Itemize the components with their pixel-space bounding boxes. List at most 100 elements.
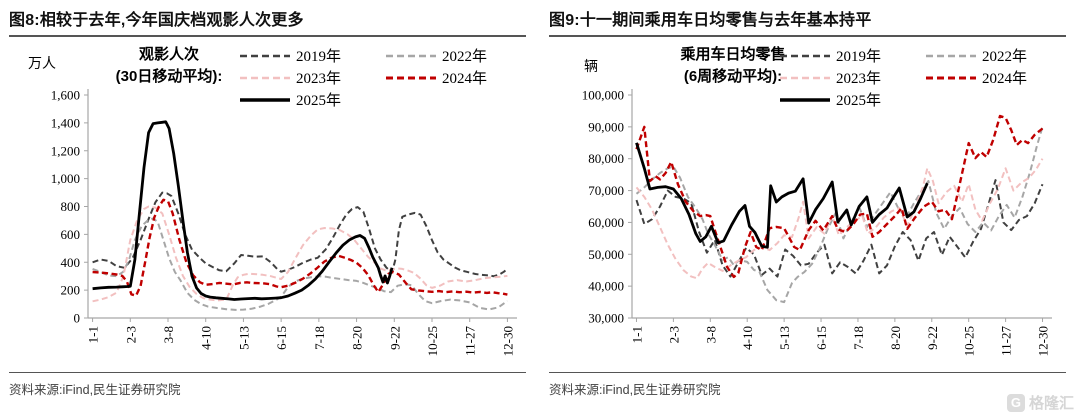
legend-item-2024年: 2024年 [926, 67, 1027, 88]
legend-line-sample [240, 97, 290, 102]
x-tick-label: 7-18 [851, 326, 866, 350]
legend-line-sample [926, 76, 976, 79]
chart-inner-title: 乘用车日均零售 (6周移动平均): [626, 44, 840, 88]
x-tick-label: 9-22 [387, 326, 402, 350]
x-tick-label: 1-1 [86, 326, 101, 343]
legend-item-2024年: 2024年 [386, 67, 487, 88]
chart-inner-title-line2: (30日移动平均): [115, 68, 223, 85]
series-line-2025年 [635, 142, 929, 249]
legend-label: 2025年 [836, 93, 882, 109]
x-tick-label: 10-25 [425, 326, 440, 356]
legend-label: 2022年 [442, 49, 488, 65]
x-tick-label: 3-8 [161, 326, 176, 343]
x-tick-label: 7-18 [312, 326, 327, 350]
gelonghui-logo-icon: G [1006, 393, 1025, 412]
x-tick-label: 8-20 [350, 326, 365, 350]
legend-line-sample [780, 97, 830, 102]
y-tick-label: 0 [74, 311, 81, 326]
x-tick-label: 2-3 [666, 326, 681, 343]
x-tick-label: 2-3 [123, 326, 138, 343]
legend-line-sample [386, 76, 436, 79]
series-line-2019年 [635, 179, 1044, 278]
y-tick-label: 90,000 [588, 119, 624, 134]
x-tick-label: 12-30 [500, 326, 515, 356]
chart-inner-title-line1: 乘用车日均零售 [680, 46, 786, 63]
x-tick-label: 1-1 [629, 326, 644, 343]
gelonghui-logo-text: 格隆汇 [1028, 395, 1074, 412]
x-tick-label: 5-13 [777, 326, 792, 350]
source-note: 资料来源:iFind,民生证券研究院 [9, 372, 526, 398]
series-line-2022年 [635, 126, 1044, 304]
figure-9-title: 图9:十一期间乘用车日均零售与去年基本持平 [549, 6, 1066, 37]
legend-label: 2024年 [442, 71, 488, 87]
y-tick-label: 1,200 [51, 143, 80, 158]
y-tick-label: 1,400 [51, 115, 80, 130]
y-axis-unit: 辆 [584, 58, 598, 74]
legend-line-sample [240, 76, 290, 79]
legend-label: 2025年 [296, 93, 342, 109]
y-tick-label: 80,000 [588, 151, 624, 166]
x-tick-label: 6-15 [814, 326, 829, 350]
movie-admissions-chart: 0 200 400 600 800 1,000 1,200 1,400 1,600 1-1 2-3 3… [51, 88, 517, 356]
y-tick-label: 50,000 [588, 247, 624, 262]
x-tick-label: 4-10 [740, 326, 755, 350]
legend: 2019年 2022年 2023年 2024年 2025年 [240, 45, 487, 110]
legend-label: 2019年 [836, 49, 882, 65]
y-tick-label: 40,000 [588, 279, 624, 294]
chart-inner-title-line2: (6周移动平均): [683, 68, 783, 85]
legend-line-sample [780, 54, 830, 57]
x-tick-label: 10-25 [962, 326, 977, 356]
legend-item-2019年: 2019年 [240, 45, 386, 66]
y-tick-label: 30,000 [588, 311, 624, 326]
y-tick-label: 70,000 [588, 183, 624, 198]
legend: 2019年 2022年 2023年 2024年 2025年 [780, 45, 1027, 110]
chart-inner-title: 观影人次 (30日移动平均): [80, 44, 258, 88]
y-tick-label: 100,000 [582, 88, 624, 103]
legend-item-2019年: 2019年 [780, 45, 926, 66]
x-tick-label: 9-22 [925, 326, 940, 350]
series-line-2024年 [92, 198, 508, 297]
x-tick-label: 12-30 [1036, 326, 1051, 356]
series-line-2019年 [92, 191, 509, 278]
legend-label: 2022年 [982, 49, 1028, 65]
legend-item-2025年: 2025年 [240, 89, 386, 110]
legend-item-2023年: 2023年 [240, 67, 386, 88]
y-tick-label: 400 [61, 255, 81, 270]
x-tick-label: 3-8 [703, 326, 718, 343]
figure-8-panel: 图8:相较于去年,今年国庆档观影人次更多 0 200 400 600 800 1,000 1… [9, 6, 526, 398]
y-tick-label: 60,000 [588, 215, 624, 230]
legend-item-2025年: 2025年 [780, 89, 926, 110]
series-line-2023年 [92, 205, 508, 303]
source-note: 资料来源:iFind,民生证券研究院 [549, 372, 1066, 398]
x-tick-label: 6-15 [274, 326, 289, 350]
legend-item-2022年: 2022年 [926, 45, 1027, 66]
x-tick-label: 5-13 [236, 326, 251, 350]
legend-line-sample [780, 76, 830, 79]
series-line-2025年 [92, 120, 394, 301]
series-line-2024年 [635, 114, 1044, 279]
car-retail-chart: 30,000 40,000 50,000 60,000 70,000 80,000 90,0… [582, 88, 1052, 356]
legend-item-2022年: 2022年 [386, 45, 487, 66]
y-axis-unit: 万人 [28, 55, 56, 71]
y-tick-label: 800 [61, 199, 81, 214]
legend-label: 2024年 [982, 71, 1028, 87]
legend-label: 2019年 [296, 49, 342, 65]
y-tick-label: 1,000 [51, 171, 80, 186]
y-tick-label: 600 [61, 227, 81, 242]
x-tick-label: 11-27 [463, 326, 478, 356]
legend-label: 2023年 [836, 71, 882, 87]
legend-line-sample [926, 54, 976, 57]
chart-inner-title-line1: 观影人次 [138, 46, 199, 63]
legend-label: 2023年 [296, 71, 342, 87]
x-tick-label: 4-10 [199, 326, 214, 350]
legend-item-2023年: 2023年 [780, 67, 926, 88]
x-tick-label: 11-27 [999, 326, 1014, 356]
series-line-2023年 [635, 158, 1044, 280]
legend-line-sample [240, 54, 290, 57]
y-tick-label: 1,600 [51, 88, 80, 103]
figure-8-title: 图8:相较于去年,今年国庆档观影人次更多 [9, 6, 526, 37]
x-tick-label: 8-20 [888, 326, 903, 350]
legend-line-sample [386, 54, 436, 57]
y-tick-label: 200 [61, 283, 81, 298]
